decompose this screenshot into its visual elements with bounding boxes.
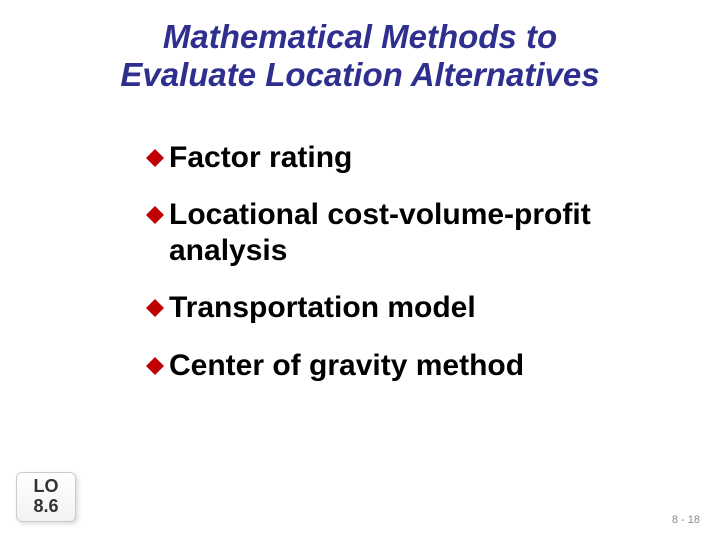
slide-title-line1: Mathematical Methods to: [0, 18, 720, 56]
lo-label: LO: [34, 477, 59, 497]
bullet-item: Locational cost-volume-profit analysis: [145, 197, 660, 268]
slide-title-line2: Evaluate Location Alternatives: [0, 56, 720, 94]
bullet-text: Factor rating: [169, 140, 352, 175]
bullet-text: Center of gravity method: [169, 348, 524, 383]
diamond-icon: [145, 356, 165, 376]
learning-objective-box: LO 8.6: [16, 472, 76, 522]
bullet-item: Center of gravity method: [145, 348, 660, 383]
diamond-icon: [145, 298, 165, 318]
bullet-text: Transportation model: [169, 290, 476, 325]
page-number: 8 - 18: [672, 514, 700, 526]
bullet-text: Locational cost-volume-profit analysis: [169, 197, 660, 268]
bullet-item: Factor rating: [145, 140, 660, 175]
lo-number: 8.6: [33, 497, 58, 517]
slide: Mathematical Methods to Evaluate Locatio…: [0, 0, 720, 540]
bullet-item: Transportation model: [145, 290, 660, 325]
slide-title: Mathematical Methods to Evaluate Locatio…: [0, 0, 720, 94]
bullet-list: Factor rating Locational cost-volume-pro…: [145, 140, 660, 405]
diamond-icon: [145, 148, 165, 168]
diamond-icon: [145, 205, 165, 225]
